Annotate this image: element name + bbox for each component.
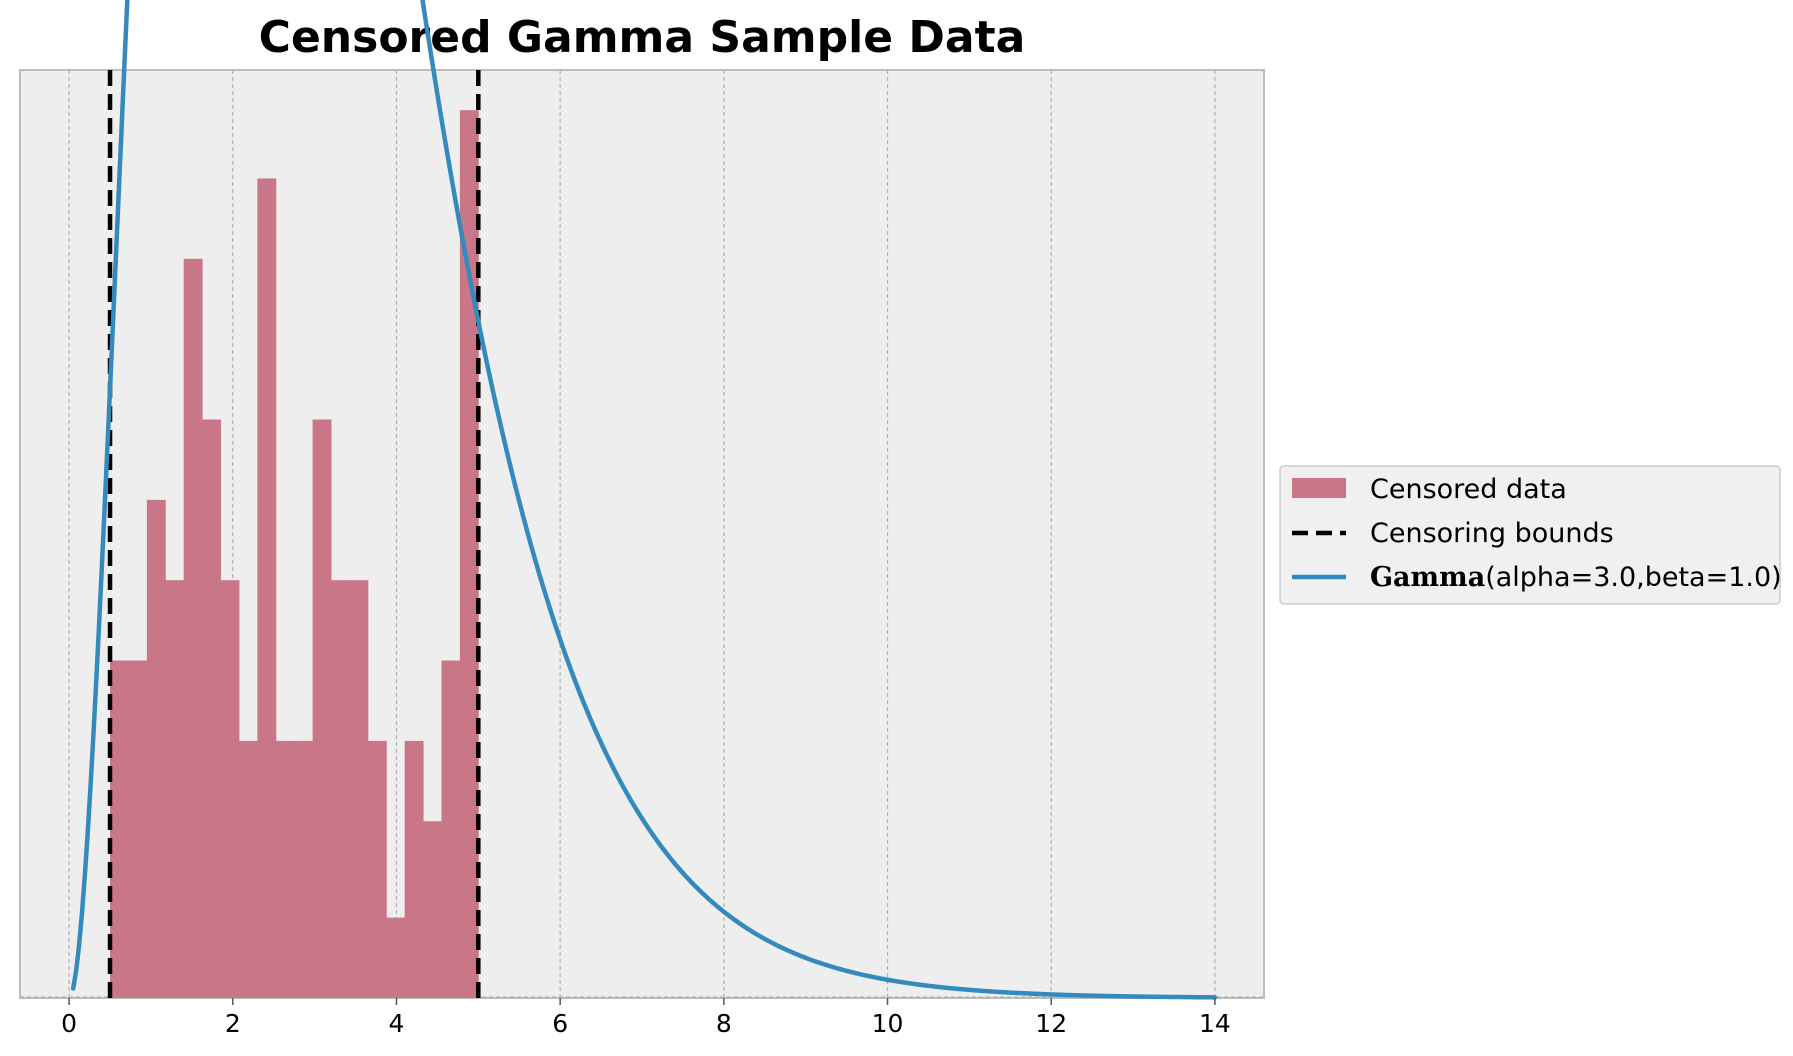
histogram-bar	[220, 580, 240, 998]
histogram-bar	[367, 740, 387, 998]
x-axis-ticks: 0 2 4 6 8 10 12 14	[61, 998, 1231, 1038]
legend-histogram-swatch	[1292, 478, 1346, 498]
x-tick-label: 6	[552, 1009, 568, 1038]
legend-curve-label-params: (alpha=3.0,beta=1.0)	[1485, 562, 1782, 593]
censoring-bound-lines	[107, 70, 481, 998]
histogram-bar	[386, 917, 406, 998]
chart-title: Censored Gamma Sample Data	[259, 12, 1026, 63]
histogram-bar	[275, 740, 295, 998]
histogram-bar	[183, 258, 203, 998]
histogram-bar	[331, 580, 350, 998]
x-tick-label: 12	[1035, 1009, 1067, 1038]
x-tick-label: 14	[1199, 1009, 1231, 1038]
histogram-bar	[441, 660, 461, 998]
pdf-curve-group	[70, 0, 1218, 1000]
histogram-bar	[349, 580, 369, 998]
histogram-bar	[312, 419, 332, 999]
legend: Censored data Censoring bounds Gamma(alp…	[1279, 465, 1782, 605]
x-tick-label: 0	[61, 1009, 77, 1038]
histogram-bar	[423, 821, 442, 998]
x-tick-label: 8	[716, 1009, 732, 1038]
histogram-bar	[404, 740, 424, 998]
legend-curve-label: Gamma(alpha=3.0,beta=1.0)	[1370, 562, 1782, 593]
x-tick-label: 2	[225, 1009, 241, 1038]
histogram-bar	[110, 660, 129, 998]
x-tick-label: 10	[872, 1009, 904, 1038]
histogram-bar	[294, 740, 314, 998]
histogram-bar	[257, 178, 277, 998]
histogram-bar	[202, 419, 222, 999]
legend-bounds-label: Censoring bounds	[1370, 518, 1614, 549]
histogram-bar	[238, 740, 258, 998]
histogram-bar	[146, 499, 166, 998]
x-tick-label: 4	[389, 1009, 405, 1038]
histogram-bar	[128, 660, 148, 998]
histogram-bar	[165, 580, 185, 998]
legend-curve-label-gamma: Gamma	[1370, 562, 1485, 593]
legend-box	[1279, 465, 1781, 605]
histogram-bars	[110, 110, 479, 999]
legend-histogram-label: Censored data	[1370, 474, 1567, 505]
pdf-curve	[70, 0, 1218, 1000]
histogram-bar	[459, 110, 479, 998]
